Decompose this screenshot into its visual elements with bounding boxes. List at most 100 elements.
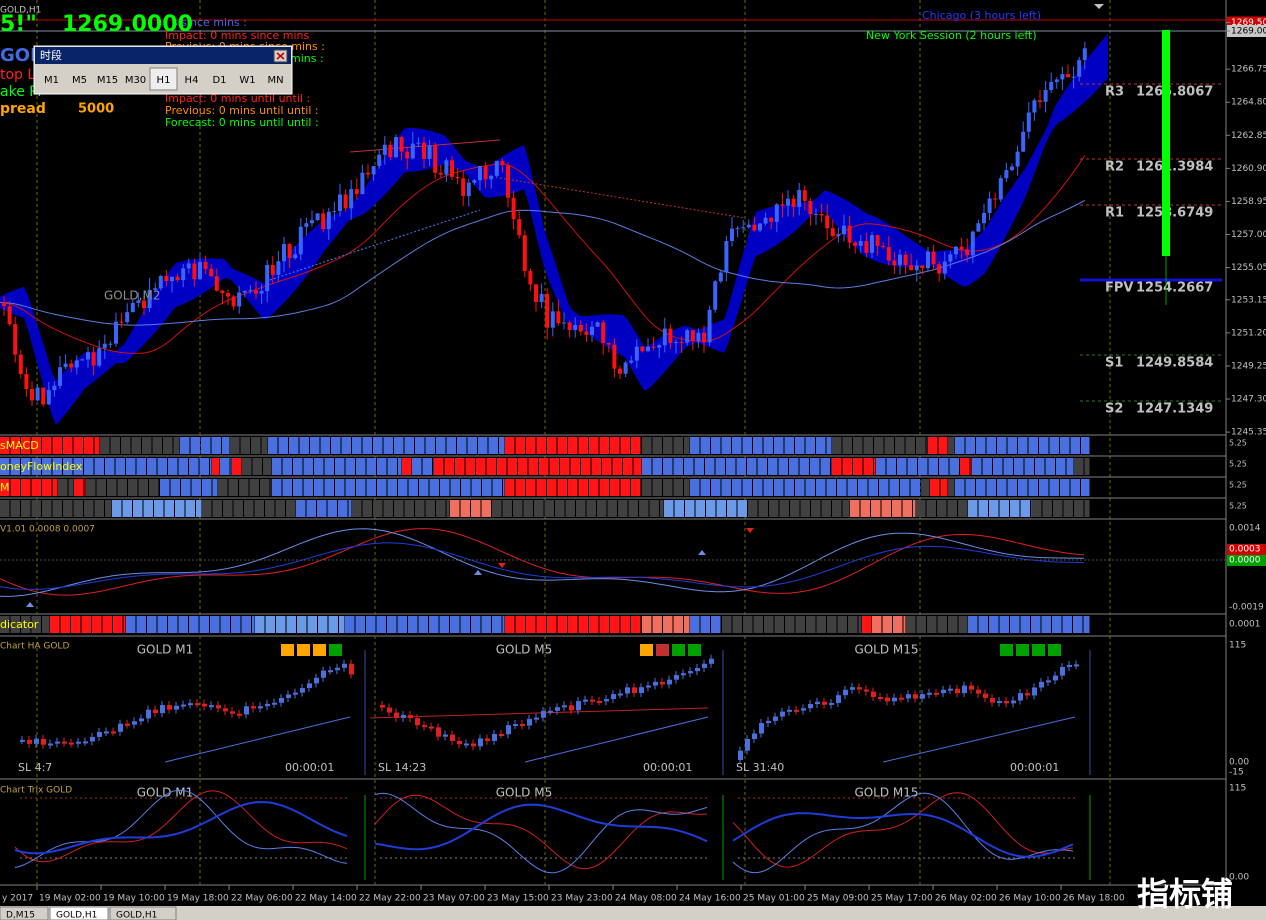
signal-cell (173, 437, 180, 454)
signal-cell (1049, 437, 1059, 454)
signal-cell (826, 437, 832, 454)
signal-cell (366, 458, 376, 475)
signal-cell (63, 458, 73, 475)
chart-tab-label[interactable]: GOLD,H1 (56, 911, 97, 920)
period-button[interactable] (122, 68, 149, 90)
signal-cell (465, 458, 475, 475)
period-button[interactable] (38, 68, 65, 90)
signal-cell (191, 479, 201, 496)
signal-cell (42, 437, 52, 454)
row-label: oneyFlowIndex (0, 460, 83, 473)
period-button-label[interactable]: H4 (185, 75, 199, 86)
period-button-label[interactable]: M15 (97, 75, 118, 86)
period-button[interactable] (66, 68, 93, 90)
period-button[interactable] (94, 68, 121, 90)
signal-cell (784, 479, 794, 496)
ha-body (583, 699, 588, 702)
signal-cell (1081, 479, 1090, 496)
timer-label: 00:00:01 (1010, 761, 1059, 774)
ha-body (794, 709, 799, 712)
chart-tab-label[interactable]: GOLD,H1 (116, 911, 157, 920)
chart-tab[interactable] (49, 906, 109, 920)
ha-body (48, 743, 53, 746)
signal-cell (0, 479, 10, 496)
signal-cell (81, 616, 91, 633)
ha-body (759, 723, 764, 734)
signal-cell (147, 616, 157, 633)
signal-cell (328, 616, 338, 633)
signal-cell (478, 437, 488, 454)
signal-cell (832, 437, 842, 454)
signal-cell (1039, 437, 1049, 454)
macd-axis-label: -0.0019 (1229, 603, 1264, 613)
signal-cell (850, 500, 860, 517)
period-button[interactable] (178, 68, 205, 90)
period-button-label[interactable]: M1 (44, 75, 59, 86)
signal-cell (700, 437, 710, 454)
ha-body (541, 711, 546, 718)
period-button[interactable] (149, 67, 178, 91)
signal-cell (652, 479, 662, 496)
price-axis-label: 1245.35 (1231, 428, 1266, 438)
signal-cell (820, 458, 830, 475)
candle-body (203, 261, 208, 269)
ha-body (934, 692, 939, 695)
price-axis-label: 1258.95 (1231, 197, 1266, 207)
signal-cell (610, 437, 620, 454)
signal-cell (314, 479, 324, 496)
period-button-label[interactable]: M30 (125, 75, 146, 86)
big-number: 5!" (0, 12, 37, 37)
period-button-label[interactable]: MN (267, 75, 283, 86)
signal-cell (578, 616, 588, 633)
signal-cell (639, 500, 649, 517)
news-line: Impact: 0 mins until until : (165, 92, 310, 105)
chart-tab[interactable] (109, 906, 177, 920)
signal-cell (568, 479, 578, 496)
signal-cell (581, 458, 591, 475)
ha-body (899, 697, 904, 700)
signal-cell (597, 500, 607, 517)
ha-body (471, 743, 476, 747)
candle-body (987, 198, 992, 213)
signal-cell (352, 437, 362, 454)
candle-body (97, 348, 102, 366)
signal-cell (631, 479, 641, 496)
period-button[interactable] (262, 68, 289, 90)
chart-tab[interactable] (0, 906, 49, 920)
signal-cell (149, 479, 159, 496)
period-button-label[interactable]: D1 (212, 75, 226, 86)
period-button[interactable] (206, 68, 233, 90)
chart-tab-label[interactable]: D,M15 (6, 911, 35, 920)
period-button-label[interactable]: M5 (72, 75, 87, 86)
candle-body (590, 326, 594, 335)
period-button-label[interactable]: H1 (157, 75, 171, 86)
candle-body (724, 241, 729, 273)
ha-body (132, 721, 137, 725)
row-axis-label: 5.25 (1229, 460, 1247, 469)
ha-body (342, 663, 347, 668)
trix-axis-label: 115 (1229, 784, 1246, 794)
signal-cell (842, 458, 852, 475)
period-button[interactable] (234, 68, 261, 90)
time-axis-label: 19 May 18:00 (167, 894, 229, 904)
period-button-label[interactable]: W1 (239, 75, 255, 86)
time-axis-label: 24 May 08:00 (615, 894, 677, 904)
ha-body (555, 707, 560, 711)
signal-cell (84, 479, 86, 496)
signal-cell (928, 437, 938, 454)
signal-cell (805, 479, 815, 496)
candle-body (690, 330, 695, 342)
ha-body (90, 736, 95, 742)
session-label: New York Session (2 hours left) (866, 29, 1037, 42)
candle-body (130, 302, 135, 313)
signal-cell (265, 616, 275, 633)
candle-body (954, 246, 958, 255)
signal-cell (599, 616, 609, 633)
trix-signal (374, 803, 708, 851)
signal-cell (860, 500, 870, 517)
signal-cell (275, 500, 285, 517)
ha-body (997, 701, 1002, 704)
signal-cell (663, 616, 673, 633)
candle-body (909, 265, 914, 271)
signal-cell (789, 458, 799, 475)
